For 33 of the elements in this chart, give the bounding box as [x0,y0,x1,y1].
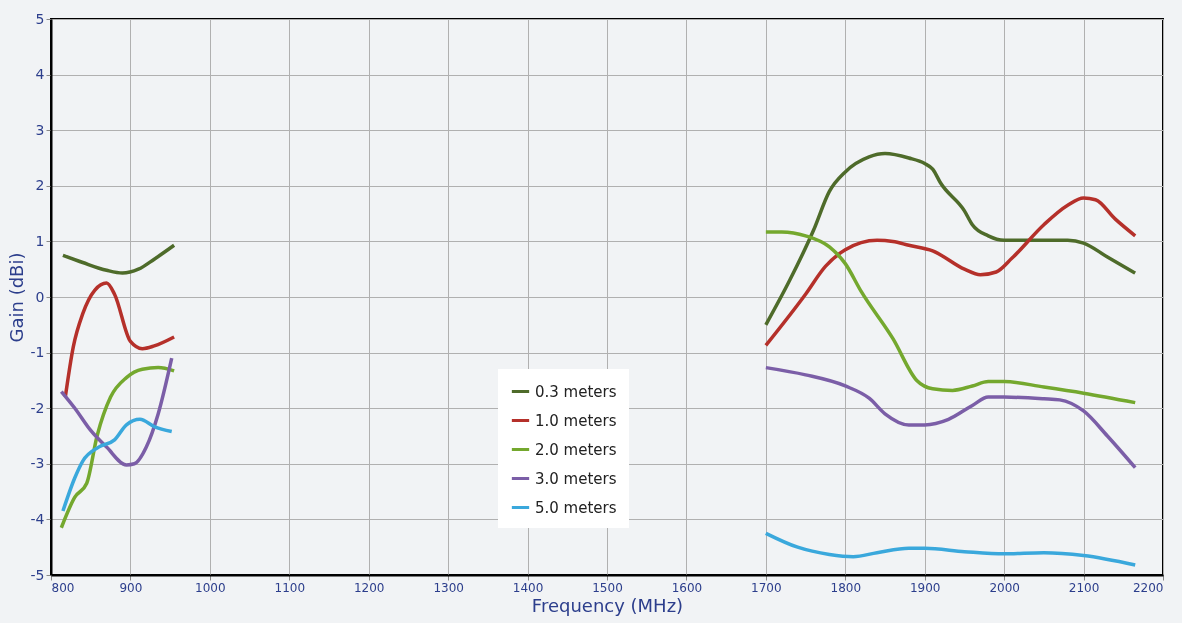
x-tick-label: 1200 [353,580,385,595]
x-tick-label: 2200 [1132,580,1164,595]
x-tick-label: 1800 [830,580,862,595]
y-tick-label: -4 [30,510,45,527]
y-tick-label: 1 [35,232,45,249]
x-tick-label: 2000 [989,580,1020,595]
legend-label: 3.0 meters [535,469,617,488]
legend-label: 2.0 meters [535,440,617,459]
x-tick-label: 1100 [274,580,306,595]
legend-label: 1.0 meters [535,411,617,430]
legend-label: 0.3 meters [535,382,617,401]
y-tick-label: 2 [35,177,45,194]
y-tick-label: 4 [35,66,45,83]
x-tick-label: 1000 [195,580,226,595]
x-tick-label: 1900 [909,580,941,595]
y-tick-label: 0 [35,288,45,305]
x-tick-label: 1500 [592,580,623,595]
y-tick-label: -1 [30,344,45,361]
x-tick-label: 1300 [433,580,464,595]
x-tick-label: 900 [119,580,143,595]
x-tick-label: 1600 [671,580,703,595]
y-tick-label: 3 [35,121,45,138]
x-tick-label: 1700 [751,580,782,595]
y-tick-label: 5 [35,10,45,27]
y-tick-label: -2 [30,399,45,416]
x-tick-label: 1400 [512,580,544,595]
x-tick-label: 2100 [1068,580,1100,595]
y-tick-label: -3 [30,455,45,472]
y-tick-label: -5 [30,566,45,583]
x-axis-title: Frequency (MHz) [531,594,684,616]
y-axis-title: Gain (dBi) [5,252,27,343]
x-tick-label: 800 [51,580,75,595]
legend-label: 5.0 meters [535,498,617,517]
